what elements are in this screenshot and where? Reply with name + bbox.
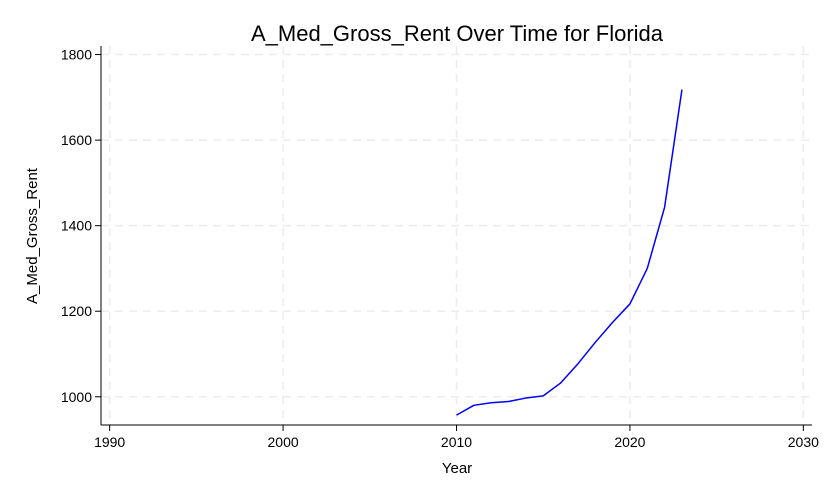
grid xyxy=(101,46,812,425)
y-axis-label: A_Med_Gross_Rent xyxy=(24,167,41,304)
x-axis-label: Year xyxy=(442,460,472,477)
axes: 1990 2000 2010 2020 2030 1000 1200 1400 1600 1800 xyxy=(61,46,819,450)
chart-title: A_Med_Gross_Rent Over Time for Florida xyxy=(251,21,664,46)
y-tick-label: 1000 xyxy=(61,389,92,405)
y-tick-label: 1200 xyxy=(61,303,92,319)
x-tick-label: 2020 xyxy=(614,434,645,450)
y-tick-label: 1800 xyxy=(61,47,92,63)
series-line xyxy=(456,89,683,416)
y-tick-label: 1400 xyxy=(61,218,92,234)
x-tick-label: 1990 xyxy=(94,434,125,450)
x-tick-label: 2030 xyxy=(788,434,819,450)
x-tick-label: 2000 xyxy=(268,434,299,450)
y-tick-label: 1600 xyxy=(61,132,92,148)
x-tick-label: 2010 xyxy=(441,434,472,450)
series-layer xyxy=(456,89,683,416)
